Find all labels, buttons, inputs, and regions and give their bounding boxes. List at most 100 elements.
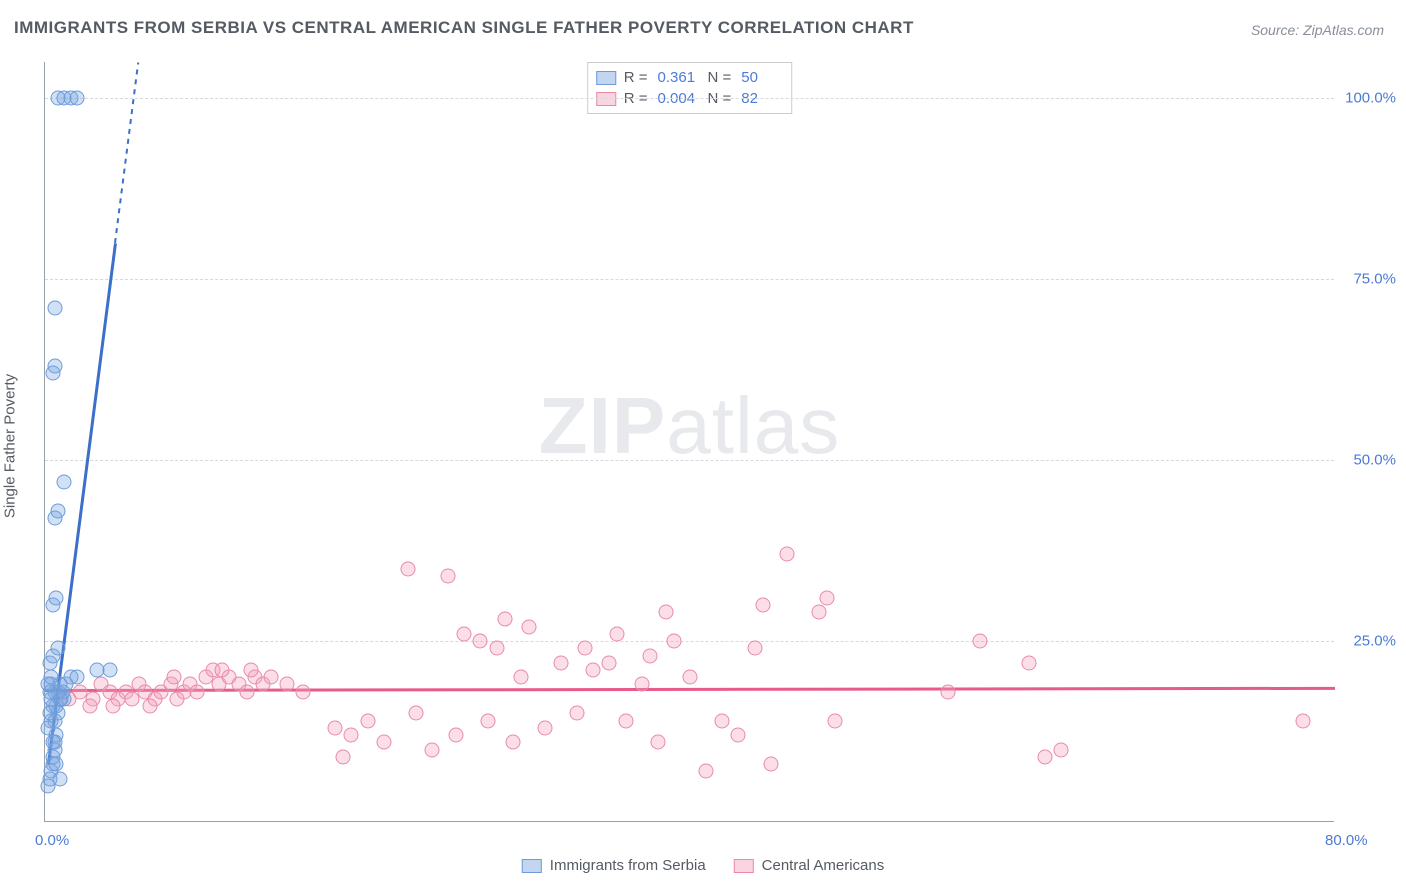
data-point — [747, 641, 762, 656]
data-point — [586, 663, 601, 678]
data-point — [973, 634, 988, 649]
y-tick-label: 25.0% — [1340, 633, 1396, 650]
r-value: 0.361 — [658, 69, 700, 86]
data-point — [828, 713, 843, 728]
scatter-plot: ZIPatlas R = 0.361 N = 50 R = 0.004 N = … — [44, 62, 1334, 822]
data-point — [425, 742, 440, 757]
data-point — [52, 771, 67, 786]
data-point — [820, 590, 835, 605]
data-point — [44, 670, 59, 685]
x-tick-label: 80.0% — [1325, 832, 1368, 849]
data-point — [449, 728, 464, 743]
data-point — [715, 713, 730, 728]
data-point — [328, 720, 343, 735]
data-point — [610, 626, 625, 641]
x-tick-label: 0.0% — [35, 832, 69, 849]
data-point — [296, 684, 311, 699]
data-point — [521, 619, 536, 634]
n-value: 50 — [741, 69, 783, 86]
data-point — [47, 301, 62, 316]
data-point — [344, 728, 359, 743]
data-point — [513, 670, 528, 685]
data-point — [70, 670, 85, 685]
data-point — [683, 670, 698, 685]
data-point — [650, 735, 665, 750]
data-point — [481, 713, 496, 728]
data-point — [50, 503, 65, 518]
data-point — [83, 699, 98, 714]
swatch-pink — [734, 859, 754, 873]
data-point — [1053, 742, 1068, 757]
data-point — [49, 590, 64, 605]
data-point — [457, 626, 472, 641]
data-point — [489, 641, 504, 656]
data-point — [49, 757, 64, 772]
data-point — [336, 749, 351, 764]
gridline — [45, 641, 1334, 642]
source-credit: Source: ZipAtlas.com — [1251, 22, 1384, 38]
data-point — [105, 699, 120, 714]
data-point — [189, 684, 204, 699]
y-tick-label: 50.0% — [1340, 452, 1396, 469]
data-point — [554, 655, 569, 670]
r-label: R = — [624, 69, 648, 86]
y-tick-label: 75.0% — [1340, 271, 1396, 288]
watermark-light: atlas — [666, 381, 840, 470]
data-point — [41, 720, 56, 735]
data-point — [642, 648, 657, 663]
data-point — [441, 568, 456, 583]
watermark-bold: ZIP — [539, 381, 666, 470]
gridline — [45, 279, 1334, 280]
data-point — [1021, 655, 1036, 670]
data-point — [1295, 713, 1310, 728]
gridline — [45, 98, 1334, 99]
data-point — [360, 713, 375, 728]
data-point — [634, 677, 649, 692]
data-point — [779, 547, 794, 562]
data-point — [42, 706, 57, 721]
data-point — [244, 663, 259, 678]
y-axis-label: Single Father Poverty — [2, 374, 19, 518]
data-point — [408, 706, 423, 721]
data-point — [658, 605, 673, 620]
chart-title: IMMIGRANTS FROM SERBIA VS CENTRAL AMERIC… — [14, 18, 914, 38]
data-point — [239, 684, 254, 699]
data-point — [473, 634, 488, 649]
series-legend: Immigrants from Serbia Central Americans — [522, 857, 884, 874]
data-point — [376, 735, 391, 750]
data-point — [618, 713, 633, 728]
legend-label: Central Americans — [762, 857, 885, 874]
data-point — [279, 677, 294, 692]
data-point — [57, 474, 72, 489]
data-point — [142, 699, 157, 714]
data-point — [578, 641, 593, 656]
data-point — [47, 359, 62, 374]
trend-line-dashed — [115, 62, 138, 243]
data-point — [70, 91, 85, 106]
data-point — [50, 641, 65, 656]
data-point — [263, 670, 278, 685]
data-point — [46, 735, 61, 750]
swatch-blue — [522, 859, 542, 873]
legend-item-pink: Central Americans — [734, 857, 885, 874]
legend-label: Immigrants from Serbia — [550, 857, 706, 874]
swatch-blue — [596, 71, 616, 85]
data-point — [763, 757, 778, 772]
legend-item-blue: Immigrants from Serbia — [522, 857, 706, 874]
correlation-legend: R = 0.361 N = 50 R = 0.004 N = 82 — [587, 62, 793, 114]
data-point — [699, 764, 714, 779]
data-point — [1037, 749, 1052, 764]
data-point — [215, 663, 230, 678]
data-point — [102, 663, 117, 678]
data-point — [400, 561, 415, 576]
watermark: ZIPatlas — [539, 380, 840, 472]
data-point — [497, 612, 512, 627]
data-point — [602, 655, 617, 670]
data-point — [570, 706, 585, 721]
n-label: N = — [708, 69, 732, 86]
data-point — [167, 670, 182, 685]
data-point — [755, 597, 770, 612]
data-point — [537, 720, 552, 735]
gridline — [45, 460, 1334, 461]
data-point — [505, 735, 520, 750]
